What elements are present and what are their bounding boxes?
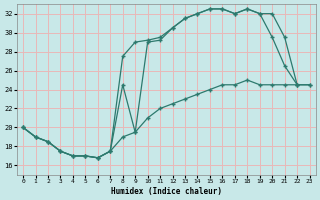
X-axis label: Humidex (Indice chaleur): Humidex (Indice chaleur) [111, 187, 222, 196]
